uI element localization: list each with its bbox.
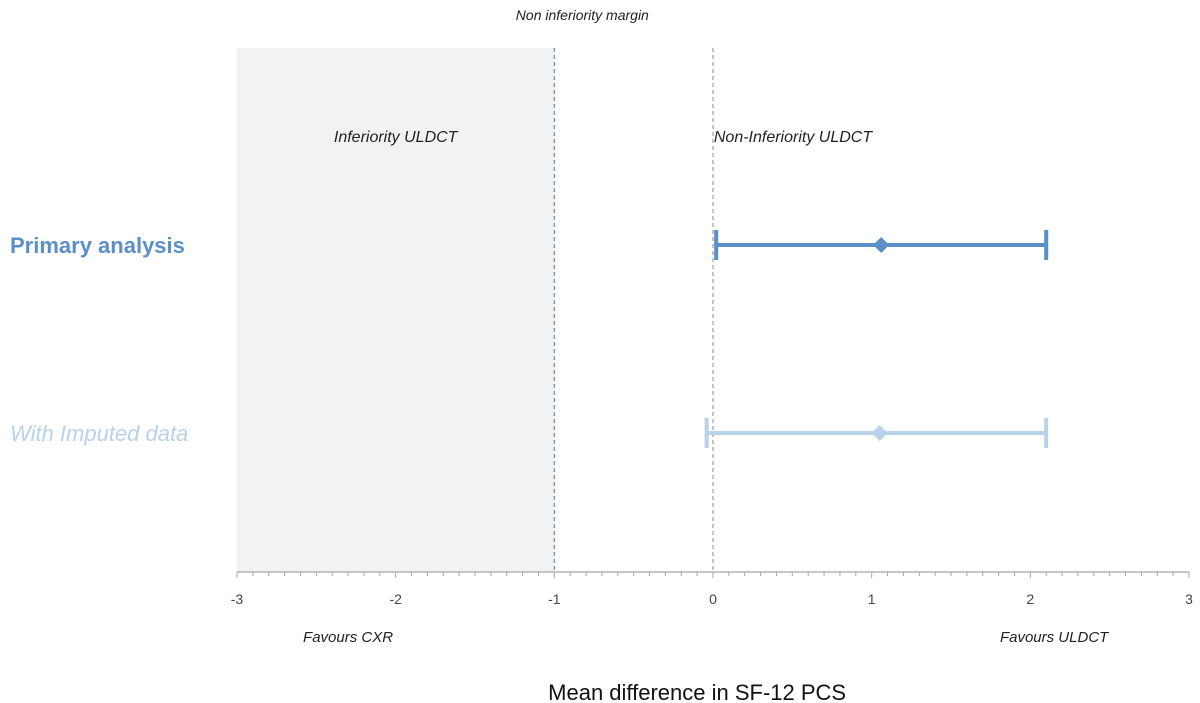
margin-label: Non inferiority margin bbox=[516, 7, 649, 23]
series-label-with-imputed-data: With Imputed data bbox=[10, 421, 188, 446]
series-label-primary-analysis: Primary analysis bbox=[10, 233, 185, 258]
favours-uldct-label: Favours ULDCT bbox=[1000, 629, 1110, 646]
inferiority-region-label: Inferiority ULDCT bbox=[334, 129, 459, 146]
series-group bbox=[704, 230, 1049, 448]
tick-label: 1 bbox=[868, 591, 876, 607]
tick-label: 0 bbox=[709, 591, 717, 607]
tick-label: -3 bbox=[231, 591, 244, 607]
favours-cxr-label: Favours CXR bbox=[303, 629, 393, 646]
non-inferiority-region-label: Non-Inferiority ULDCT bbox=[714, 129, 873, 146]
point-estimate bbox=[873, 237, 890, 253]
x-axis-title: Mean difference in SF-12 PCS bbox=[548, 680, 846, 703]
x-axis-tick-labels: -3 -2 -1 0 1 2 3 bbox=[231, 591, 1193, 607]
inferiority-shaded-region bbox=[237, 48, 555, 572]
tick-label: -2 bbox=[389, 591, 402, 607]
tick-label: 3 bbox=[1185, 591, 1193, 607]
tick-label: 2 bbox=[1026, 591, 1034, 607]
point-estimate bbox=[871, 425, 888, 441]
tick-label: -1 bbox=[548, 591, 561, 607]
x-axis-ticks bbox=[236, 572, 1190, 578]
